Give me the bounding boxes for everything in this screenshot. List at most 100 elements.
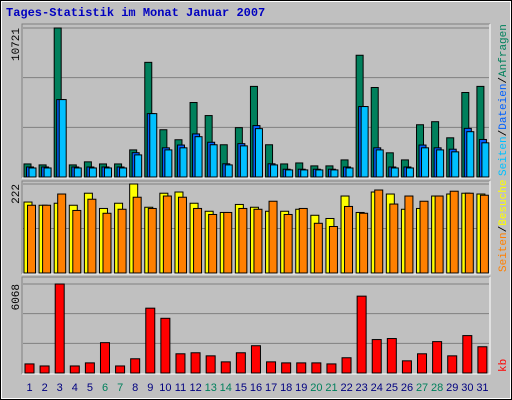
- bar: [58, 99, 67, 178]
- bar: [313, 222, 323, 274]
- x-tick-label: 16: [250, 382, 262, 394]
- bar: [285, 169, 294, 178]
- bar: [160, 317, 171, 374]
- bar: [119, 167, 128, 178]
- bar: [175, 353, 186, 374]
- bar: [117, 208, 127, 274]
- x-tick-label: 23: [356, 382, 368, 394]
- legend-entry: Seiten: [498, 232, 510, 272]
- bar: [42, 204, 52, 274]
- bar: [356, 295, 367, 374]
- bar: [375, 149, 384, 178]
- bar: [239, 145, 248, 178]
- bar: [466, 131, 475, 178]
- bar: [401, 360, 412, 374]
- bar: [164, 149, 173, 178]
- bar: [417, 353, 428, 374]
- bar: [238, 207, 248, 274]
- bar: [224, 164, 233, 178]
- chart-title: Tages-Statistik im Monat Januar 2007: [6, 6, 265, 20]
- bar: [103, 167, 112, 178]
- bar: [464, 192, 474, 274]
- bar: [481, 142, 490, 178]
- bar: [270, 164, 279, 178]
- bar: [389, 203, 399, 274]
- y-tick-label: 222: [11, 184, 23, 204]
- legend-separator: /: [498, 77, 510, 84]
- x-tick-label: 26: [401, 382, 413, 394]
- bar: [205, 355, 216, 374]
- bar: [130, 358, 141, 374]
- bar: [344, 205, 354, 274]
- bar: [39, 365, 50, 374]
- bar: [115, 365, 126, 374]
- bar: [390, 167, 399, 178]
- x-tick-label: 17: [265, 382, 277, 394]
- bar: [371, 339, 382, 374]
- x-tick-label: 20: [310, 382, 322, 394]
- bar: [281, 362, 292, 374]
- bar: [300, 169, 309, 178]
- bar: [209, 144, 218, 178]
- x-tick-label: 18: [280, 382, 292, 394]
- x-tick-label: 9: [147, 382, 153, 394]
- plot-bevel-light: [22, 24, 491, 179]
- legend: Seiten/Besuche: [498, 180, 510, 272]
- bar: [208, 213, 218, 274]
- bar: [193, 207, 203, 274]
- x-tick-label: 19: [295, 382, 307, 394]
- legend: kb: [498, 359, 510, 372]
- x-tick-label: 24: [371, 382, 383, 394]
- x-tick-label: 5: [87, 382, 93, 394]
- bar: [102, 212, 112, 274]
- x-tick-label: 14: [220, 382, 232, 394]
- legend-entry: Anfragen: [498, 24, 510, 77]
- bar: [341, 357, 352, 374]
- bar: [57, 193, 67, 274]
- legend: Seiten/Dateien/Anfragen: [498, 24, 510, 176]
- x-tick-label: 31: [476, 382, 488, 394]
- bar: [359, 212, 369, 274]
- plot-bevel-light: [22, 181, 491, 275]
- bar: [421, 147, 430, 178]
- bar: [220, 361, 231, 374]
- bar: [162, 195, 172, 274]
- bar: [298, 207, 308, 274]
- bar: [134, 154, 143, 178]
- bar: [434, 195, 444, 274]
- bar: [462, 335, 473, 374]
- bar: [250, 345, 261, 374]
- bar: [190, 352, 201, 374]
- bar: [360, 106, 369, 178]
- bar: [72, 209, 82, 274]
- bar: [477, 346, 488, 374]
- bar: [254, 128, 263, 178]
- y-tick-label: 6068: [11, 284, 23, 310]
- bar: [132, 196, 142, 274]
- x-tick-label: 11: [175, 382, 186, 394]
- legend-entry: Seiten: [498, 136, 510, 176]
- bar: [43, 167, 52, 178]
- bar: [253, 208, 263, 274]
- x-tick-label: 13: [205, 382, 217, 394]
- bar: [149, 113, 158, 178]
- bar: [179, 147, 188, 178]
- bar: [87, 198, 97, 274]
- bar: [54, 283, 65, 374]
- plot-bevel-dark: [21, 23, 490, 178]
- plot-bevel-dark: [21, 276, 490, 374]
- bar: [223, 211, 233, 274]
- bar: [326, 363, 337, 374]
- bar: [296, 362, 307, 374]
- bar: [374, 189, 384, 274]
- bar: [315, 169, 324, 178]
- bar: [268, 200, 278, 274]
- bar: [283, 213, 293, 274]
- bar: [84, 362, 95, 374]
- bar: [27, 204, 36, 274]
- x-tick-label: 30: [461, 382, 473, 394]
- x-tick-label: 28: [431, 382, 443, 394]
- bar: [447, 355, 458, 374]
- bar: [328, 225, 338, 274]
